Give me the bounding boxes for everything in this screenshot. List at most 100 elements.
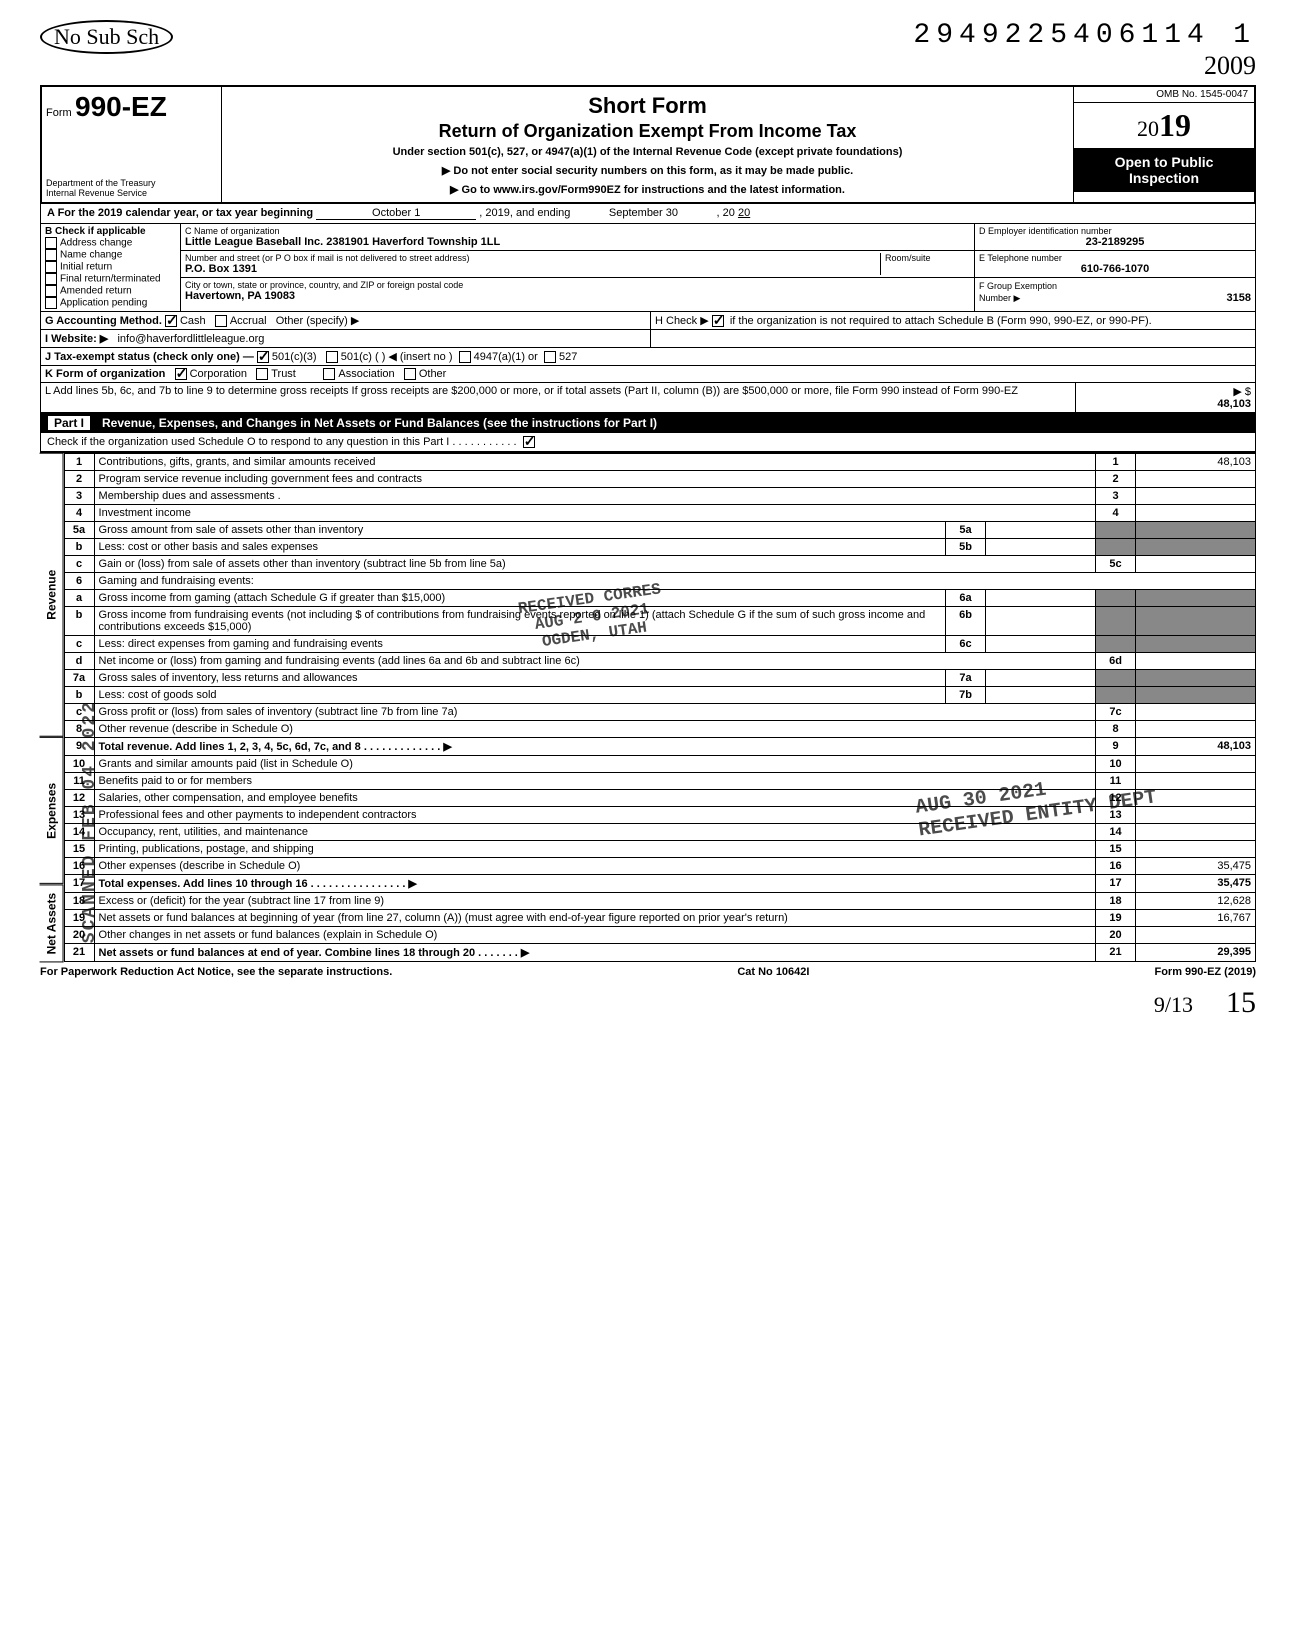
chk-address[interactable] — [45, 237, 57, 249]
mid-box-num: 7a — [946, 670, 986, 687]
line-desc: Gross income from fundraising events (no… — [94, 607, 945, 636]
line-number: 4 — [64, 505, 94, 522]
chk-sched-b[interactable] — [712, 315, 724, 327]
line-desc: Program service revenue including govern… — [94, 471, 1095, 488]
row-k-label: K Form of organization — [45, 368, 165, 380]
mid-box-num: 6b — [946, 607, 986, 636]
chk-initial[interactable] — [45, 261, 57, 273]
table-row: aGross income from gaming (attach Schedu… — [64, 590, 1255, 607]
table-row: dNet income or (loss) from gaming and fu… — [64, 653, 1255, 670]
lbl-other-method: Other (specify) ▶ — [276, 315, 360, 327]
line-desc: Investment income — [94, 505, 1095, 522]
table-row: 1Contributions, gifts, grants, and simil… — [64, 454, 1255, 471]
mid-box-amt — [986, 670, 1096, 687]
lbl-initial: Initial return — [60, 262, 112, 273]
subtitle: Under section 501(c), 527, or 4947(a)(1)… — [228, 146, 1067, 158]
line-number: 12 — [64, 790, 94, 807]
shade-cell — [1136, 687, 1256, 704]
open-public-2: Inspection — [1080, 170, 1248, 186]
chk-501c[interactable] — [326, 351, 338, 363]
tax-end-year: 20 — [738, 207, 750, 219]
label-phone: E Telephone number — [979, 253, 1251, 263]
chk-name[interactable] — [45, 249, 57, 261]
chk-sched-o[interactable] — [523, 436, 535, 448]
line-desc: Gain or (loss) from sale of assets other… — [94, 556, 1095, 573]
chk-amended[interactable] — [45, 285, 57, 297]
table-row: 18Excess or (deficit) for the year (subt… — [64, 893, 1255, 910]
arrow-url: ▶ Go to www.irs.gov/Form990EZ for instru… — [228, 183, 1067, 196]
label-group-exempt2: Number ▶ — [979, 293, 1020, 303]
line-amount — [1136, 505, 1256, 522]
line-number: 15 — [64, 841, 94, 858]
handwritten-note: No Sub Sch — [40, 20, 173, 54]
shade-cell — [1096, 590, 1136, 607]
line-number: 13 — [64, 807, 94, 824]
line-box: 12 — [1096, 790, 1136, 807]
col-b-title: B Check if applicable — [45, 226, 146, 237]
line-desc: Gross income from gaming (attach Schedul… — [94, 590, 945, 607]
chk-pending[interactable] — [45, 297, 57, 309]
mid-box-amt — [986, 522, 1096, 539]
line-number: 11 — [64, 773, 94, 790]
row-l-arrow: ▶ $ — [1233, 386, 1251, 398]
mid-box-num: 5b — [946, 539, 986, 556]
line-amount — [1136, 488, 1256, 505]
line-number: 17 — [64, 875, 94, 893]
chk-4947[interactable] — [459, 351, 471, 363]
shade-cell — [1136, 522, 1256, 539]
shade-cell — [1096, 636, 1136, 653]
lbl-501c: 501(c) ( — [341, 351, 379, 363]
chk-other-org[interactable] — [404, 368, 416, 380]
line-amount — [1136, 773, 1256, 790]
line-desc: Less: cost of goods sold — [94, 687, 945, 704]
chk-accrual[interactable] — [215, 315, 227, 327]
chk-527[interactable] — [544, 351, 556, 363]
row-h-label: H Check ▶ — [655, 315, 709, 327]
lbl-address-change: Address change — [60, 238, 132, 249]
line-desc: Less: direct expenses from gaming and fu… — [94, 636, 945, 653]
room-suite-label: Room/suite — [880, 253, 970, 275]
table-row: 5aGross amount from sale of assets other… — [64, 522, 1255, 539]
irs-label: Internal Revenue Service — [46, 188, 217, 198]
chk-501c3[interactable] — [257, 351, 269, 363]
table-row: bLess: cost or other basis and sales exp… — [64, 539, 1255, 556]
lbl-527: 527 — [559, 351, 577, 363]
chk-trust[interactable] — [256, 368, 268, 380]
line-desc: Contributions, gifts, grants, and simila… — [94, 454, 1095, 471]
lbl-corp: Corporation — [190, 368, 247, 380]
line-amount — [1136, 704, 1256, 721]
table-row: 21Net assets or fund balances at end of … — [64, 944, 1255, 962]
section-a: A For the 2019 calendar year, or tax yea… — [40, 204, 1256, 224]
chk-corp[interactable] — [175, 368, 187, 380]
table-row: bLess: cost of goods sold7b — [64, 687, 1255, 704]
line-box: 2 — [1096, 471, 1136, 488]
line-amount: 12,628 — [1136, 893, 1256, 910]
part1-check-line: Check if the organization used Schedule … — [40, 433, 1256, 452]
mid-box-num: 7b — [946, 687, 986, 704]
line-number: d — [64, 653, 94, 670]
group-number: 3158 — [1227, 292, 1251, 304]
shade-cell — [1136, 607, 1256, 636]
line-number: 7a — [64, 670, 94, 687]
line-number: 5a — [64, 522, 94, 539]
line-number: b — [64, 607, 94, 636]
line-number: 18 — [64, 893, 94, 910]
line-desc: Printing, publications, postage, and shi… — [94, 841, 1095, 858]
table-row: cLess: direct expenses from gaming and f… — [64, 636, 1255, 653]
line-desc: Gross amount from sale of assets other t… — [94, 522, 945, 539]
line-desc: Other revenue (describe in Schedule O) — [94, 721, 1095, 738]
lbl-amended: Amended return — [60, 286, 132, 297]
line-number: 10 — [64, 756, 94, 773]
org-name: Little League Baseball Inc. 2381901 Have… — [185, 236, 500, 248]
table-row: 2Program service revenue including gover… — [64, 471, 1255, 488]
line-amount — [1136, 756, 1256, 773]
line-number: 14 — [64, 824, 94, 841]
line-number: 21 — [64, 944, 94, 962]
line-number: 3 — [64, 488, 94, 505]
line-box: 20 — [1096, 927, 1136, 944]
chk-final[interactable] — [45, 273, 57, 285]
chk-assoc[interactable] — [323, 368, 335, 380]
lines-table: 1Contributions, gifts, grants, and simil… — [64, 453, 1256, 962]
chk-cash[interactable] — [165, 315, 177, 327]
line-number: a — [64, 590, 94, 607]
